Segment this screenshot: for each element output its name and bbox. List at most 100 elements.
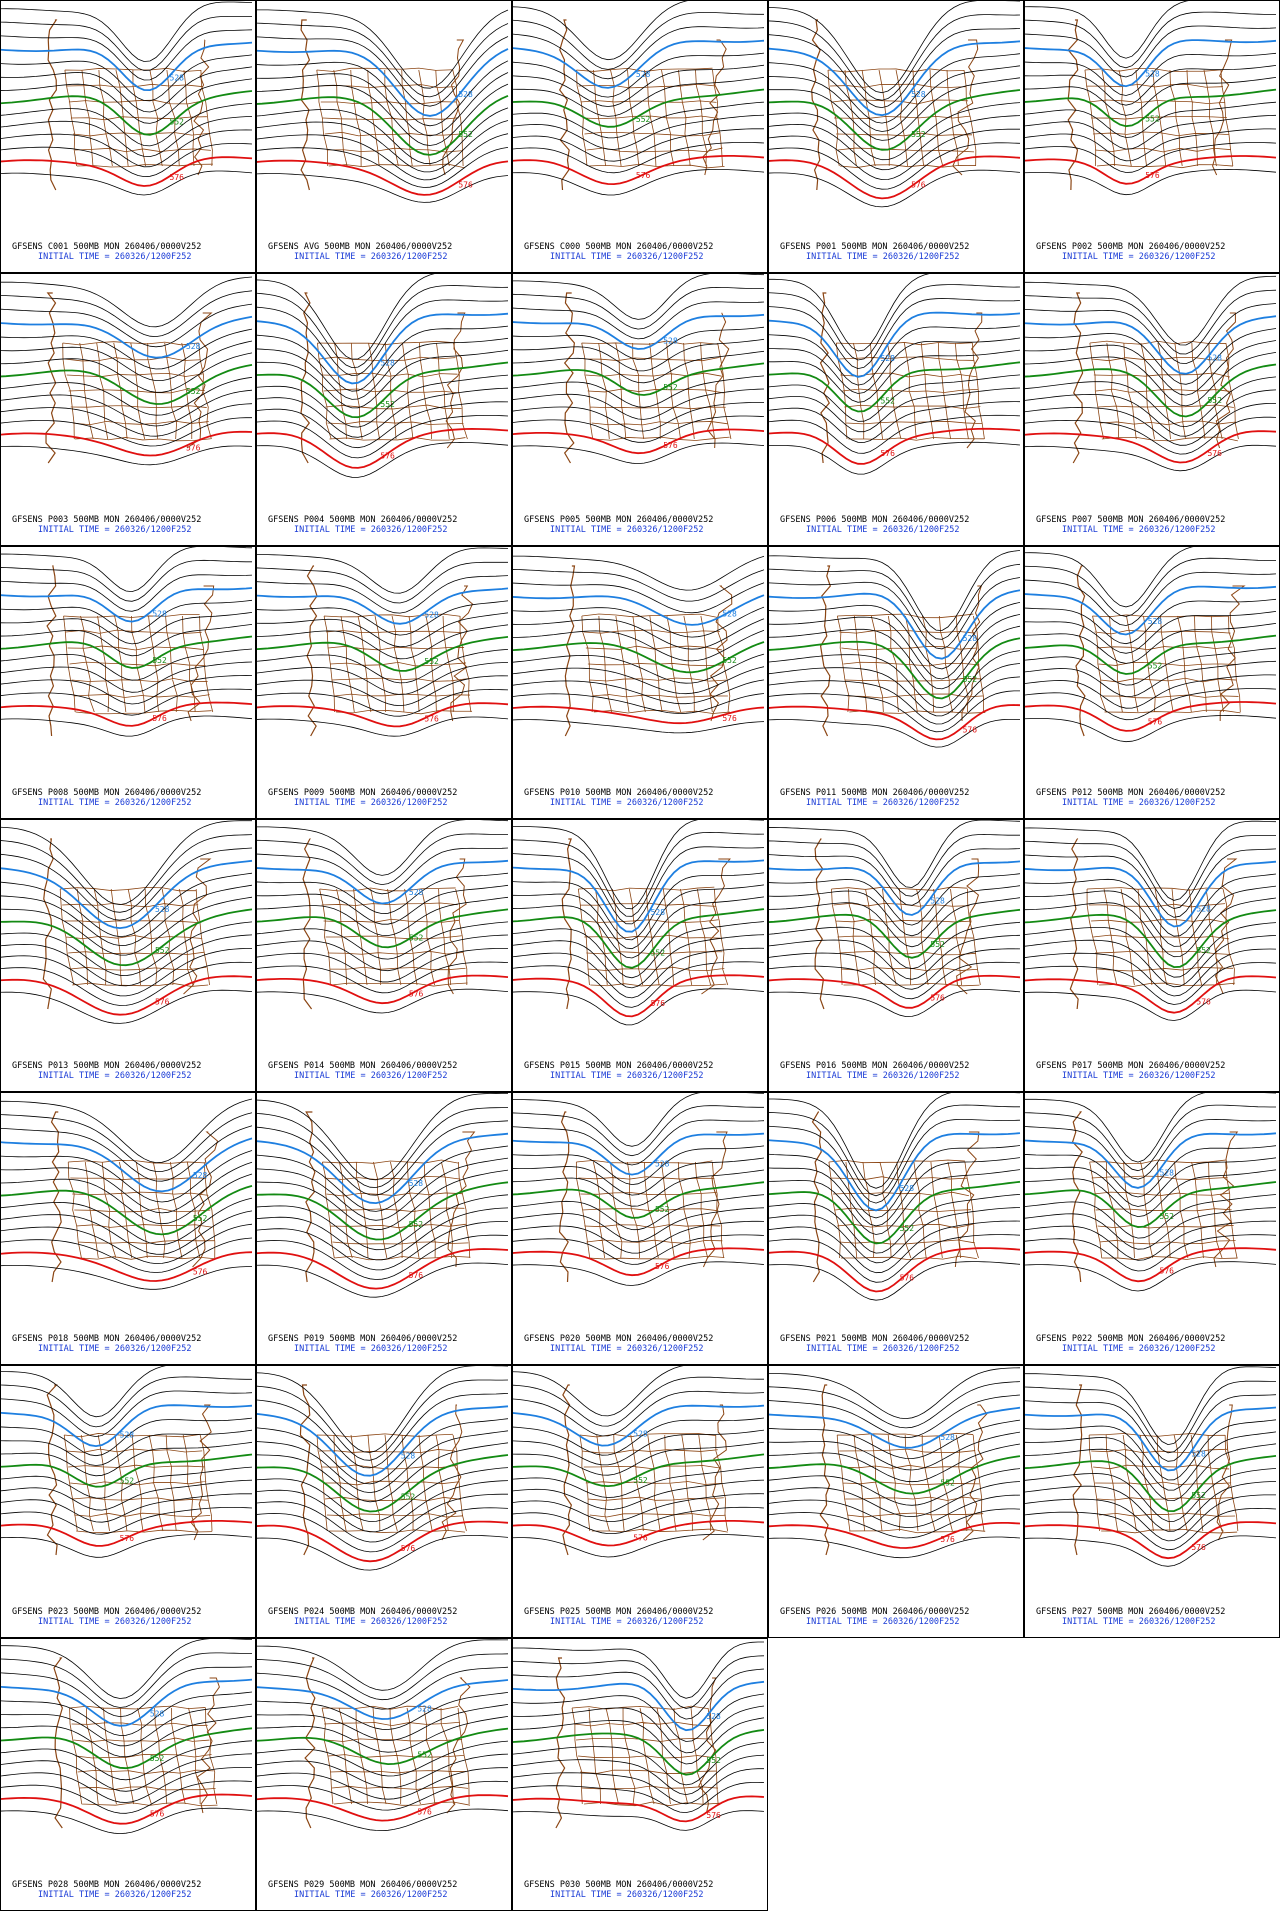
coastline [1069, 838, 1079, 1010]
map-area: 528 552 576 [769, 1367, 1021, 1559]
contour-label: 552 [170, 118, 185, 127]
contour-label: 576 [911, 180, 926, 189]
contour [1025, 1, 1189, 59]
map-panel: 528 552 576 GFSENS P004 500MB MON 260406/00… [256, 273, 512, 546]
panel-init: INITIAL TIME = 260326/1200F252 [806, 1344, 960, 1354]
contour [1, 675, 253, 705]
state-lines [321, 1705, 471, 1806]
contour [513, 884, 765, 950]
contour-label: 552 [930, 940, 945, 949]
panel-frame [0, 546, 256, 819]
contour [1025, 1535, 1277, 1567]
contour [1, 1390, 253, 1438]
contour [513, 350, 765, 384]
key-contour [769, 155, 1021, 200]
key-contour [1, 1520, 253, 1547]
contour-label: 528 [663, 336, 678, 345]
key-contour [1025, 88, 1277, 128]
key-contour [1025, 1521, 1277, 1560]
map-panel: 528 552 576 GFSENS P002 500MB MON 260406/00… [1024, 0, 1280, 273]
coastline [450, 585, 474, 722]
contour [513, 1668, 765, 1720]
contour [1, 574, 253, 612]
contour [1, 376, 253, 416]
contour-label: 576 [1148, 718, 1163, 727]
contour-label: 576 [380, 452, 395, 461]
map-area: 528 552 576 [1, 276, 253, 466]
contour [1025, 922, 1277, 978]
key-contour [1025, 315, 1277, 375]
key-contour [1, 1453, 253, 1488]
map-area: 528 552 576 [1, 820, 253, 1024]
map-panel: 528 552 576 GFSENS P007 500MB MON 260406/00… [1024, 273, 1280, 546]
key-contour [513, 39, 765, 89]
key-contour [257, 1132, 509, 1205]
contour [1, 103, 253, 147]
contour [257, 1808, 509, 1832]
panel-frame [0, 273, 256, 546]
contour-label: 576 [963, 726, 978, 735]
contour-label: 576 [1191, 1543, 1206, 1552]
key-contour [257, 908, 509, 949]
contour [769, 325, 1021, 386]
contour [1025, 598, 1277, 645]
key-contour [1025, 39, 1277, 88]
contour [1, 1479, 253, 1511]
contour [1025, 1394, 1277, 1462]
contour-label: 576 [880, 449, 895, 458]
contour [513, 1366, 684, 1417]
contour [1025, 1380, 1276, 1454]
contour-label: 528 [417, 1705, 432, 1714]
contour [257, 1442, 509, 1503]
panel-title: GFSENS P022 500MB MON 260406/0000V252 [1036, 1334, 1225, 1344]
key-contour [1025, 1132, 1277, 1189]
contour [257, 60, 509, 127]
contour [257, 107, 509, 165]
state-lines [581, 340, 732, 441]
contour [1025, 389, 1277, 437]
key-contour [769, 427, 1021, 465]
contour [513, 569, 765, 602]
map-panel: 528 552 576 GFSENS P017 500MB MON 260406/00… [1024, 819, 1280, 1092]
contour-label: 552 [655, 1205, 670, 1214]
contour [257, 299, 509, 377]
contour-label: 528 [150, 1709, 165, 1718]
key-contour [513, 1520, 765, 1547]
contour [1, 872, 253, 938]
contour [769, 1207, 1021, 1264]
panel-title: GFSENS P009 500MB MON 260406/0000V252 [268, 788, 457, 798]
map-area: 528 552 576 [1, 1366, 253, 1558]
contour [769, 115, 1021, 171]
contour-label: 552 [193, 1214, 208, 1223]
coastline [814, 838, 825, 1010]
key-contour [1, 1404, 253, 1448]
map-panel: 528 552 576 GFSENS P001 500MB MON 260406/00… [768, 0, 1024, 273]
key-contour [513, 1132, 765, 1176]
contour [769, 1443, 1021, 1483]
contour [1025, 848, 1277, 918]
key-contour [257, 159, 509, 196]
contour [1, 1740, 253, 1781]
contour-label: 576 [655, 1262, 670, 1271]
panel-frame [512, 546, 768, 819]
contour-label: 576 [155, 998, 170, 1007]
contour [1025, 77, 1277, 116]
key-contour [769, 908, 1021, 959]
contour [513, 947, 765, 999]
contour-label: 528 [193, 1171, 208, 1180]
key-contour [257, 312, 509, 385]
contour [513, 1810, 765, 1831]
coastline [964, 312, 983, 449]
contour-label: 576 [424, 715, 439, 724]
coastline [961, 585, 983, 722]
contour [513, 679, 765, 705]
panel-init: INITIAL TIME = 260326/1200F252 [294, 1344, 448, 1354]
contour [1025, 1481, 1277, 1532]
contour [257, 1418, 509, 1485]
map-area: 528 552 576 [257, 1639, 509, 1832]
coastline [1071, 1111, 1083, 1283]
contour [513, 1417, 765, 1456]
panel-init: INITIAL TIME = 260326/1200F252 [550, 1890, 704, 1900]
map-panel: 528 552 576 GFSENS P012 500MB MON 260406/00… [1024, 546, 1280, 819]
key-contour [1, 701, 253, 727]
